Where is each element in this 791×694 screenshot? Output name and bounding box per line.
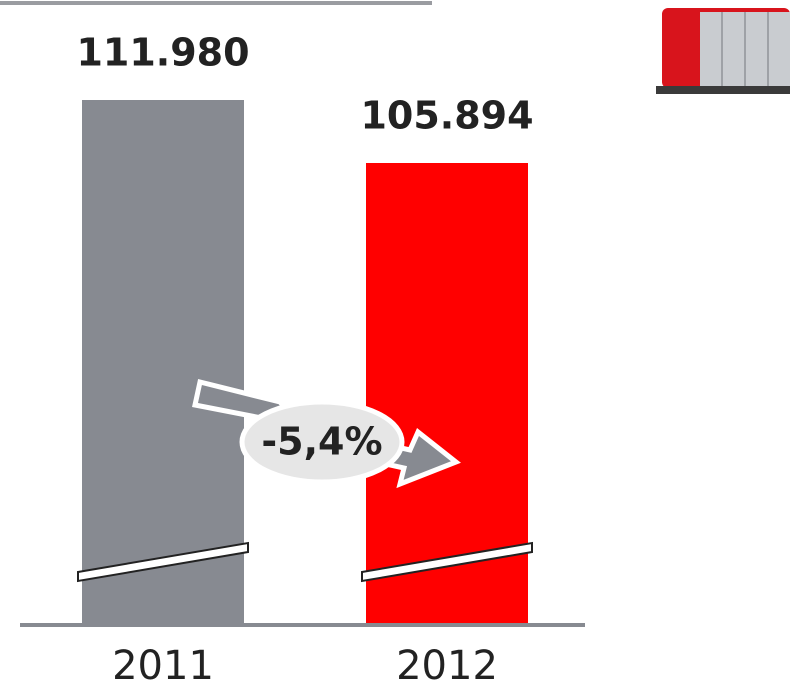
annotation-text: -5,4% xyxy=(261,420,382,464)
x-tick-label: 2011 xyxy=(112,643,214,689)
axis-break xyxy=(77,541,249,583)
axis-break xyxy=(361,541,533,583)
wagon-picture xyxy=(656,8,790,94)
annotation-bubble xyxy=(239,399,405,485)
x-tick-label: 2012 xyxy=(396,643,498,689)
value-label: 111.980 xyxy=(76,31,249,75)
bar xyxy=(366,163,528,623)
bar xyxy=(82,100,244,623)
change-annotation: -5,4% xyxy=(192,378,461,489)
value-label: 105.894 xyxy=(360,94,533,138)
